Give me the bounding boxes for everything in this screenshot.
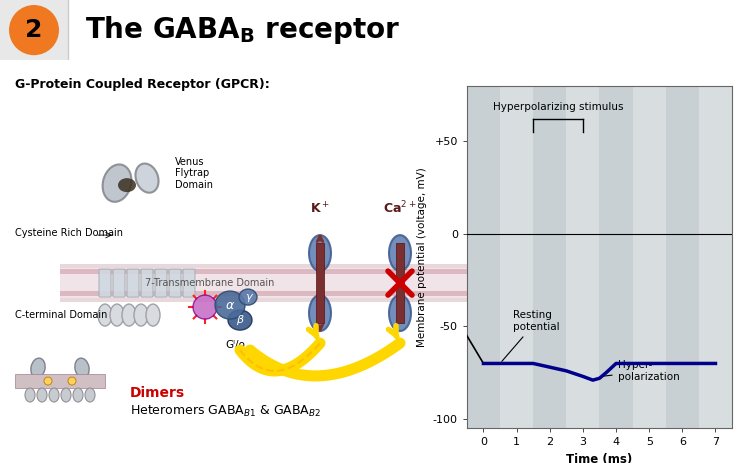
Text: α: α — [226, 299, 234, 312]
Text: Ca$^{2+}$: Ca$^{2+}$ — [383, 200, 417, 216]
X-axis label: Time (ms): Time (ms) — [566, 453, 633, 463]
Text: K$^+$: K$^+$ — [310, 201, 330, 216]
Text: 7-Transmembrane Domain: 7-Transmembrane Domain — [146, 278, 275, 288]
Text: Venus
Flytrap
Domain: Venus Flytrap Domain — [175, 156, 213, 190]
Ellipse shape — [61, 388, 71, 402]
Bar — [60, 268, 520, 298]
Text: G-Protein Coupled Receptor (GPCR):: G-Protein Coupled Receptor (GPCR): — [15, 78, 270, 91]
FancyBboxPatch shape — [127, 269, 139, 297]
FancyBboxPatch shape — [99, 269, 111, 297]
Text: 2: 2 — [25, 18, 43, 42]
FancyBboxPatch shape — [183, 269, 195, 297]
Text: Gᴵ/o: Gᴵ/o — [225, 340, 245, 350]
Ellipse shape — [102, 164, 131, 202]
Circle shape — [9, 5, 59, 55]
Ellipse shape — [389, 235, 411, 271]
Bar — [633, 86, 666, 428]
Bar — [566, 86, 599, 428]
Ellipse shape — [49, 388, 59, 402]
Text: Heteromers GABA$_{B1}$ & GABA$_{B2}$: Heteromers GABA$_{B1}$ & GABA$_{B2}$ — [130, 403, 321, 419]
Ellipse shape — [85, 388, 95, 402]
Bar — [316, 243, 324, 323]
Text: Hyper-
polarization: Hyper- polarization — [604, 360, 680, 382]
Ellipse shape — [309, 295, 331, 331]
FancyBboxPatch shape — [141, 269, 153, 297]
Ellipse shape — [118, 178, 136, 192]
Text: γ: γ — [245, 292, 251, 302]
Circle shape — [44, 377, 52, 385]
Ellipse shape — [146, 304, 160, 326]
Bar — [666, 86, 699, 428]
Bar — [60, 264, 520, 302]
Ellipse shape — [37, 388, 47, 402]
Y-axis label: Membrane potential (voltage, mV): Membrane potential (voltage, mV) — [418, 167, 427, 347]
Circle shape — [193, 295, 217, 319]
Ellipse shape — [135, 163, 158, 193]
Ellipse shape — [389, 295, 411, 331]
Bar — [396, 243, 404, 323]
Text: C-terminal Domain: C-terminal Domain — [15, 310, 108, 320]
Ellipse shape — [110, 304, 124, 326]
Bar — [467, 86, 500, 428]
FancyBboxPatch shape — [155, 269, 167, 297]
Bar — [599, 86, 633, 428]
Text: Dimers: Dimers — [130, 386, 185, 400]
Bar — [60, 291, 520, 296]
Ellipse shape — [122, 304, 136, 326]
Ellipse shape — [31, 358, 45, 378]
Bar — [60, 269, 520, 274]
Text: Hyperpolarizing stimulus: Hyperpolarizing stimulus — [493, 101, 623, 112]
Text: The GABA$_\mathbf{B}$ receptor: The GABA$_\mathbf{B}$ receptor — [85, 14, 400, 46]
Ellipse shape — [25, 388, 35, 402]
Circle shape — [68, 377, 76, 385]
Text: β: β — [237, 315, 244, 325]
Bar — [533, 86, 566, 428]
Bar — [699, 86, 732, 428]
FancyBboxPatch shape — [169, 269, 181, 297]
Bar — [15, 374, 105, 388]
Ellipse shape — [75, 358, 89, 378]
Ellipse shape — [309, 235, 331, 271]
Ellipse shape — [215, 291, 245, 319]
Ellipse shape — [73, 388, 83, 402]
Ellipse shape — [134, 304, 148, 326]
Bar — [500, 86, 533, 428]
Ellipse shape — [228, 310, 252, 330]
Text: Resting
potential: Resting potential — [502, 310, 560, 361]
FancyBboxPatch shape — [113, 269, 125, 297]
Text: Cysteine Rich Domain: Cysteine Rich Domain — [15, 228, 123, 238]
Ellipse shape — [98, 304, 112, 326]
Bar — [0, 0, 68, 60]
Ellipse shape — [239, 289, 257, 305]
